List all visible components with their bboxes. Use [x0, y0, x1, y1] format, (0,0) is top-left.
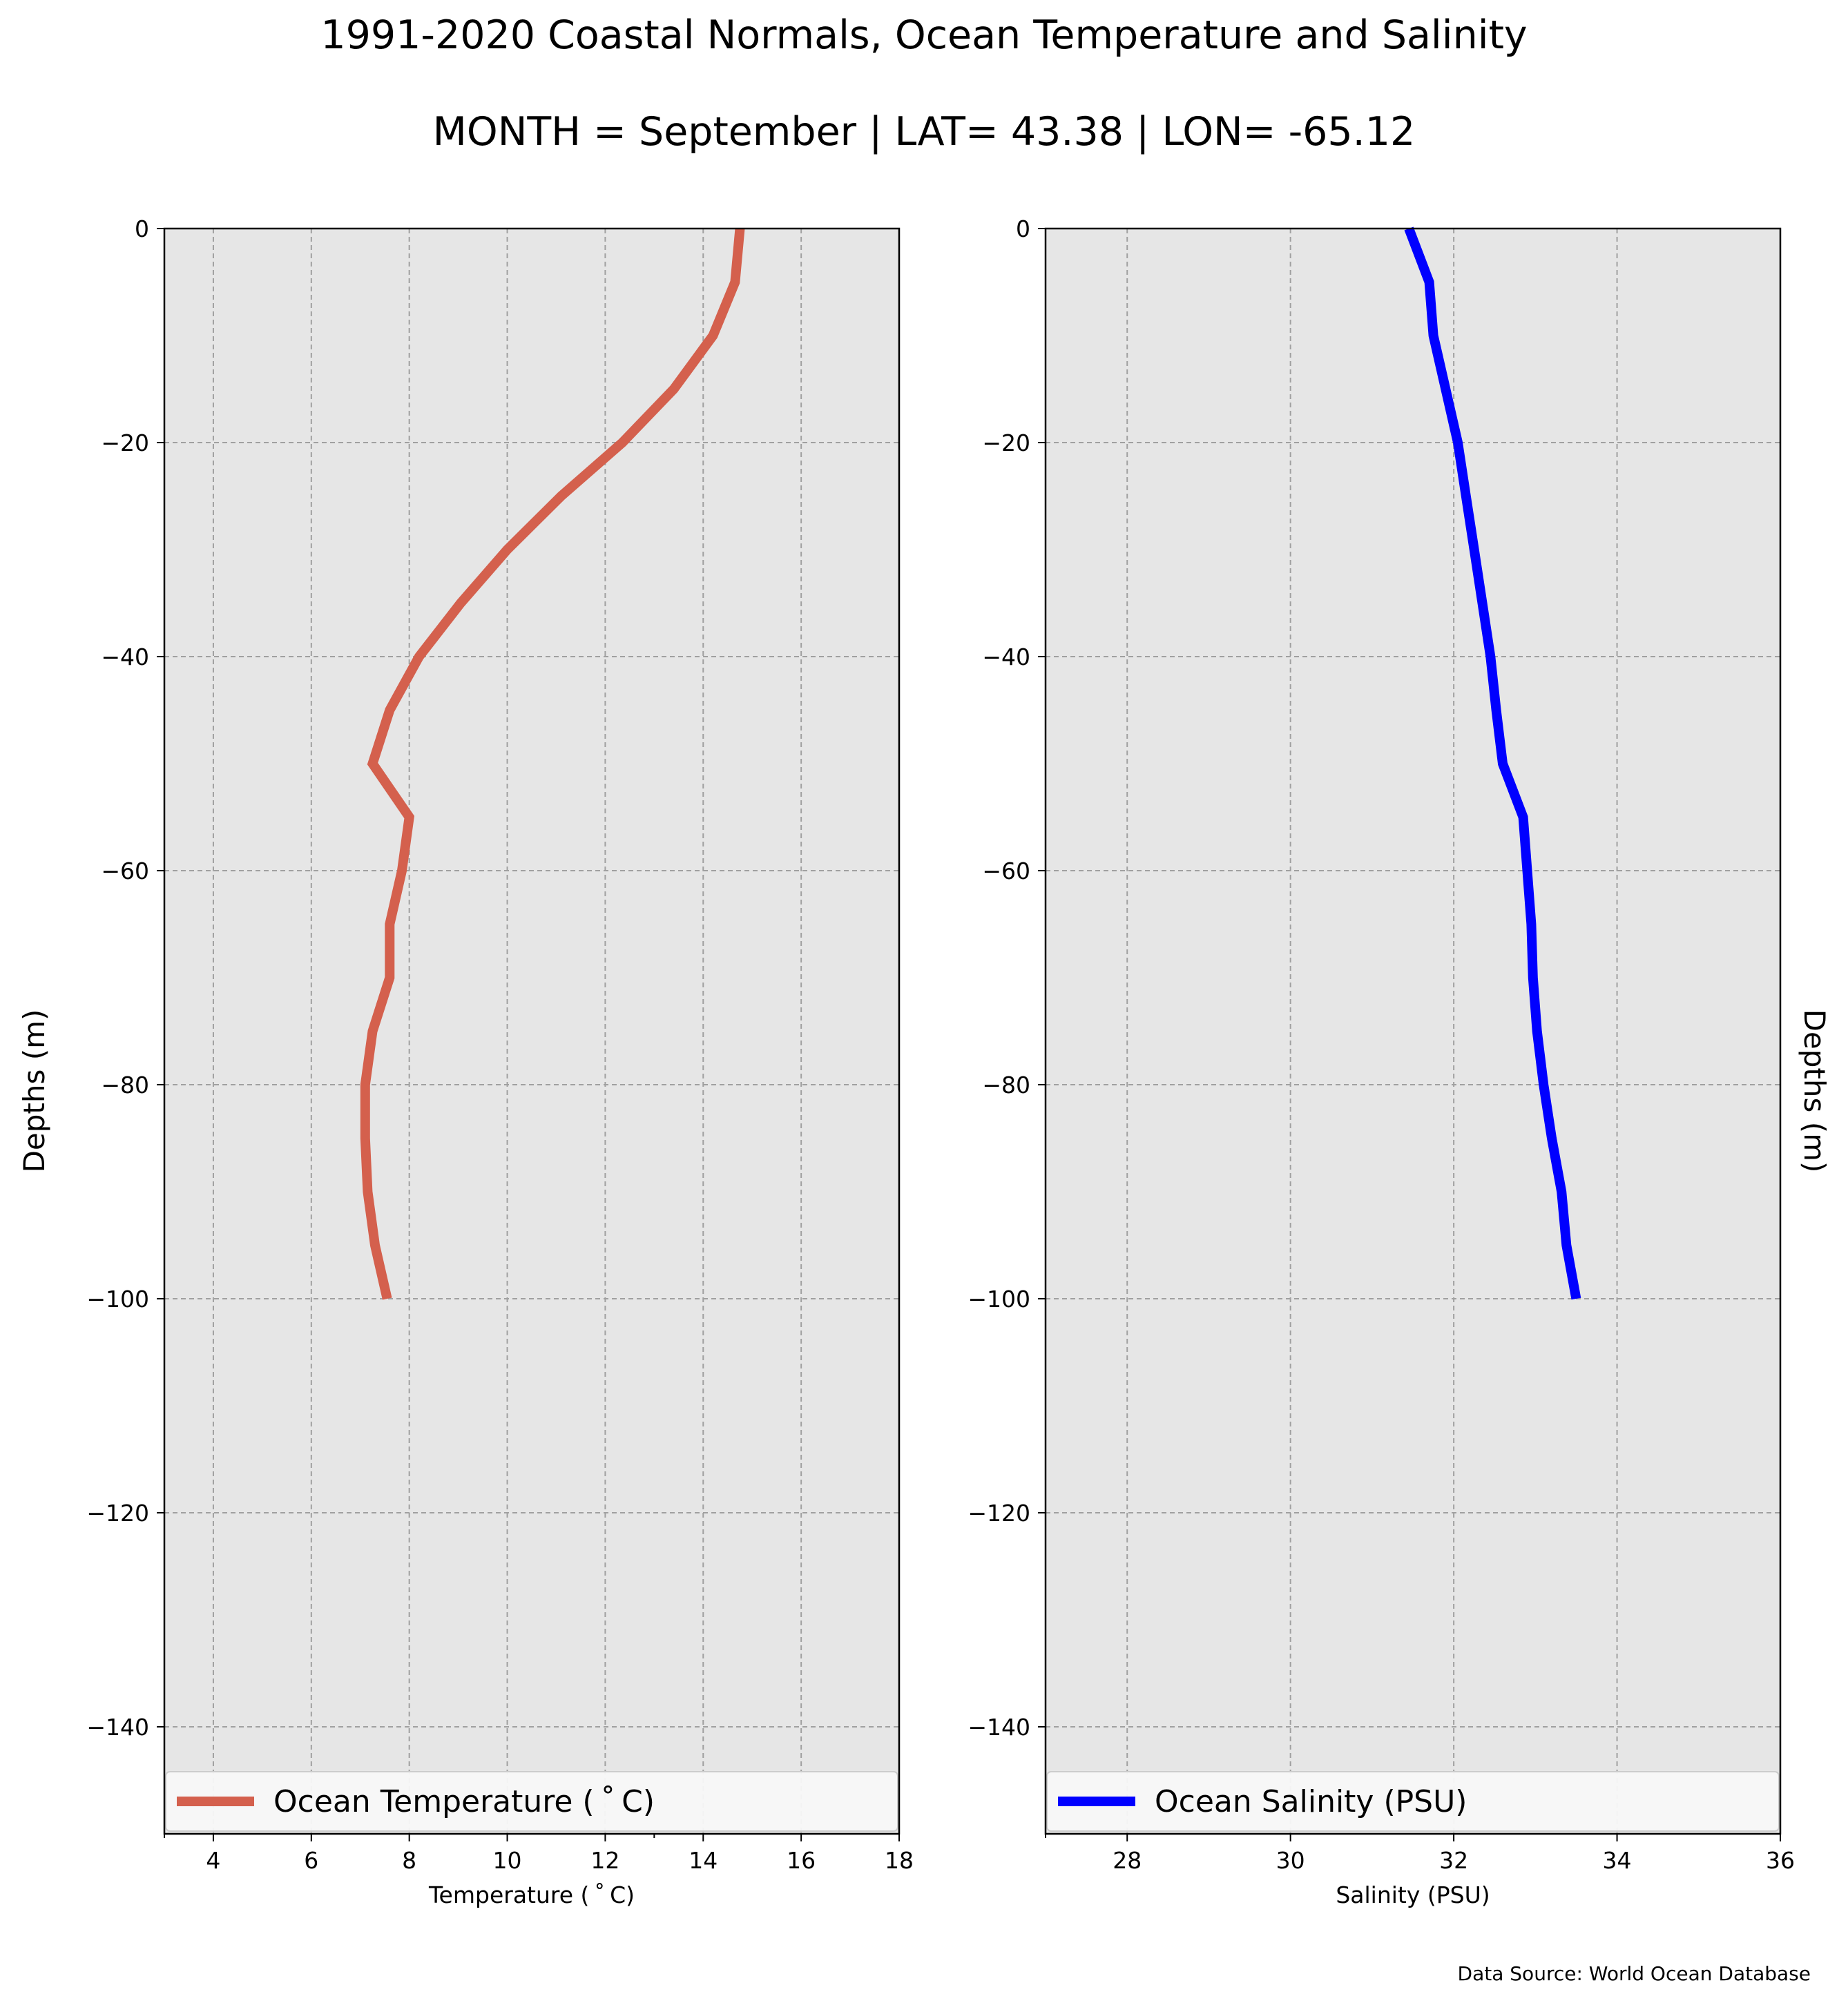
data-point: [418, 656, 420, 657]
data-point: [389, 924, 390, 925]
x-tick-label: 32: [1439, 1847, 1468, 1874]
y-tick-label: −140: [86, 1714, 149, 1741]
data-point: [389, 710, 390, 711]
data-point: [622, 442, 623, 443]
data-point: [372, 1031, 373, 1032]
data-point: [1532, 977, 1534, 978]
data-source-note: Data Source: World Ocean Database: [1458, 1962, 1811, 1985]
y-tick-label: −80: [101, 1072, 149, 1099]
temperature-panel: Ocean Temperature ( ˚ C) 4 6 8 10 12 14 16 18 0 −2…: [86, 215, 914, 1908]
data-point: [1537, 1031, 1538, 1032]
data-point: [1465, 496, 1467, 497]
data-point: [1566, 1245, 1567, 1246]
salinity-panel: Ocean Salinity (PSU) 28 30 32 34 36 0 −20 −40 −60…: [968, 215, 1795, 1908]
data-point: [507, 549, 508, 550]
legend-label: Ocean Salinity (PSU): [1155, 1784, 1467, 1819]
x-tick-label: 34: [1603, 1847, 1632, 1874]
data-point: [1523, 817, 1524, 818]
data-point: [387, 1298, 388, 1299]
x-tick-label: 6: [304, 1847, 318, 1874]
data-point: [460, 603, 461, 604]
data-point: [1496, 710, 1497, 711]
x-tick-label: 14: [689, 1847, 718, 1874]
x-tick-label: 10: [493, 1847, 522, 1874]
y-tick-label: −20: [101, 429, 149, 456]
legend-label: Ocean Temperature ( ˚ C): [273, 1784, 655, 1819]
x-tick-label: 28: [1113, 1847, 1142, 1874]
data-point: [1474, 549, 1475, 550]
x-tick-label: 16: [787, 1847, 816, 1874]
y-tick-label: −120: [968, 1500, 1030, 1527]
x-tick-label: 4: [206, 1847, 220, 1874]
y-tick-label: −40: [101, 644, 149, 670]
x-tick-label: 36: [1766, 1847, 1795, 1874]
x-tick-label: 12: [590, 1847, 619, 1874]
plot-area: [164, 229, 899, 1834]
data-point: [365, 1084, 366, 1085]
data-point: [374, 1245, 376, 1246]
data-point: [401, 870, 403, 871]
data-point: [1527, 870, 1528, 871]
x-tick-label: 18: [885, 1847, 914, 1874]
data-point: [1530, 924, 1532, 925]
axes-frame: [1044, 227, 1782, 1835]
y-tick-label: −100: [86, 1286, 149, 1313]
data-point: [1543, 1084, 1544, 1085]
x-tick-label: 30: [1276, 1847, 1305, 1874]
y-tick-label: −60: [982, 858, 1030, 884]
plot-area: [1046, 229, 1780, 1834]
legend-box: [165, 1771, 898, 1832]
axes-frame: [163, 227, 901, 1835]
y-tick-label: −60: [101, 858, 149, 884]
x-tick-label: 8: [402, 1847, 416, 1874]
figure-title: 1991-2020 Coastal Normals, Ocean Tempera…: [320, 12, 1527, 58]
y-tick-label: 0: [135, 215, 149, 242]
data-point: [1575, 1298, 1577, 1299]
data-point: [734, 282, 735, 283]
x-axis-label: Temperature ( ˚ C): [428, 1881, 635, 1908]
data-line-temperature: [360, 228, 745, 1300]
data-line-salinity: [1404, 226, 1581, 1300]
data-point: [561, 496, 562, 497]
data-point: [372, 763, 373, 764]
figure-subtitle: MONTH = September | LAT= 43.38 | LON= -6…: [433, 109, 1416, 155]
data-point: [1490, 656, 1491, 657]
left-y-axis-label: Depths (m): [17, 1009, 51, 1173]
data-point: [1481, 603, 1483, 604]
legend-box: [1046, 1771, 1780, 1832]
data-point: [1561, 1191, 1562, 1192]
data-point: [673, 389, 675, 390]
x-axis-label: Salinity (PSU): [1336, 1881, 1490, 1908]
data-point: [1445, 389, 1446, 390]
data-point: [409, 817, 410, 818]
y-tick-label: 0: [1016, 215, 1030, 242]
y-tick-label: −40: [982, 644, 1030, 670]
y-tick-label: −20: [982, 429, 1030, 456]
y-tick-label: −140: [968, 1714, 1030, 1741]
data-point: [1457, 442, 1459, 443]
data-point: [1551, 1138, 1552, 1139]
data-point: [365, 1138, 366, 1139]
data-point: [1433, 335, 1434, 336]
y-tick-label: −80: [982, 1072, 1030, 1099]
y-tick-label: −120: [86, 1500, 149, 1527]
right-y-axis-label: Depths (m): [1798, 1009, 1831, 1173]
data-point: [389, 977, 390, 978]
data-point: [367, 1191, 368, 1192]
y-tick-label: −100: [968, 1286, 1030, 1313]
data-point: [1502, 763, 1503, 764]
data-point: [1429, 282, 1430, 283]
data-point: [712, 335, 713, 336]
